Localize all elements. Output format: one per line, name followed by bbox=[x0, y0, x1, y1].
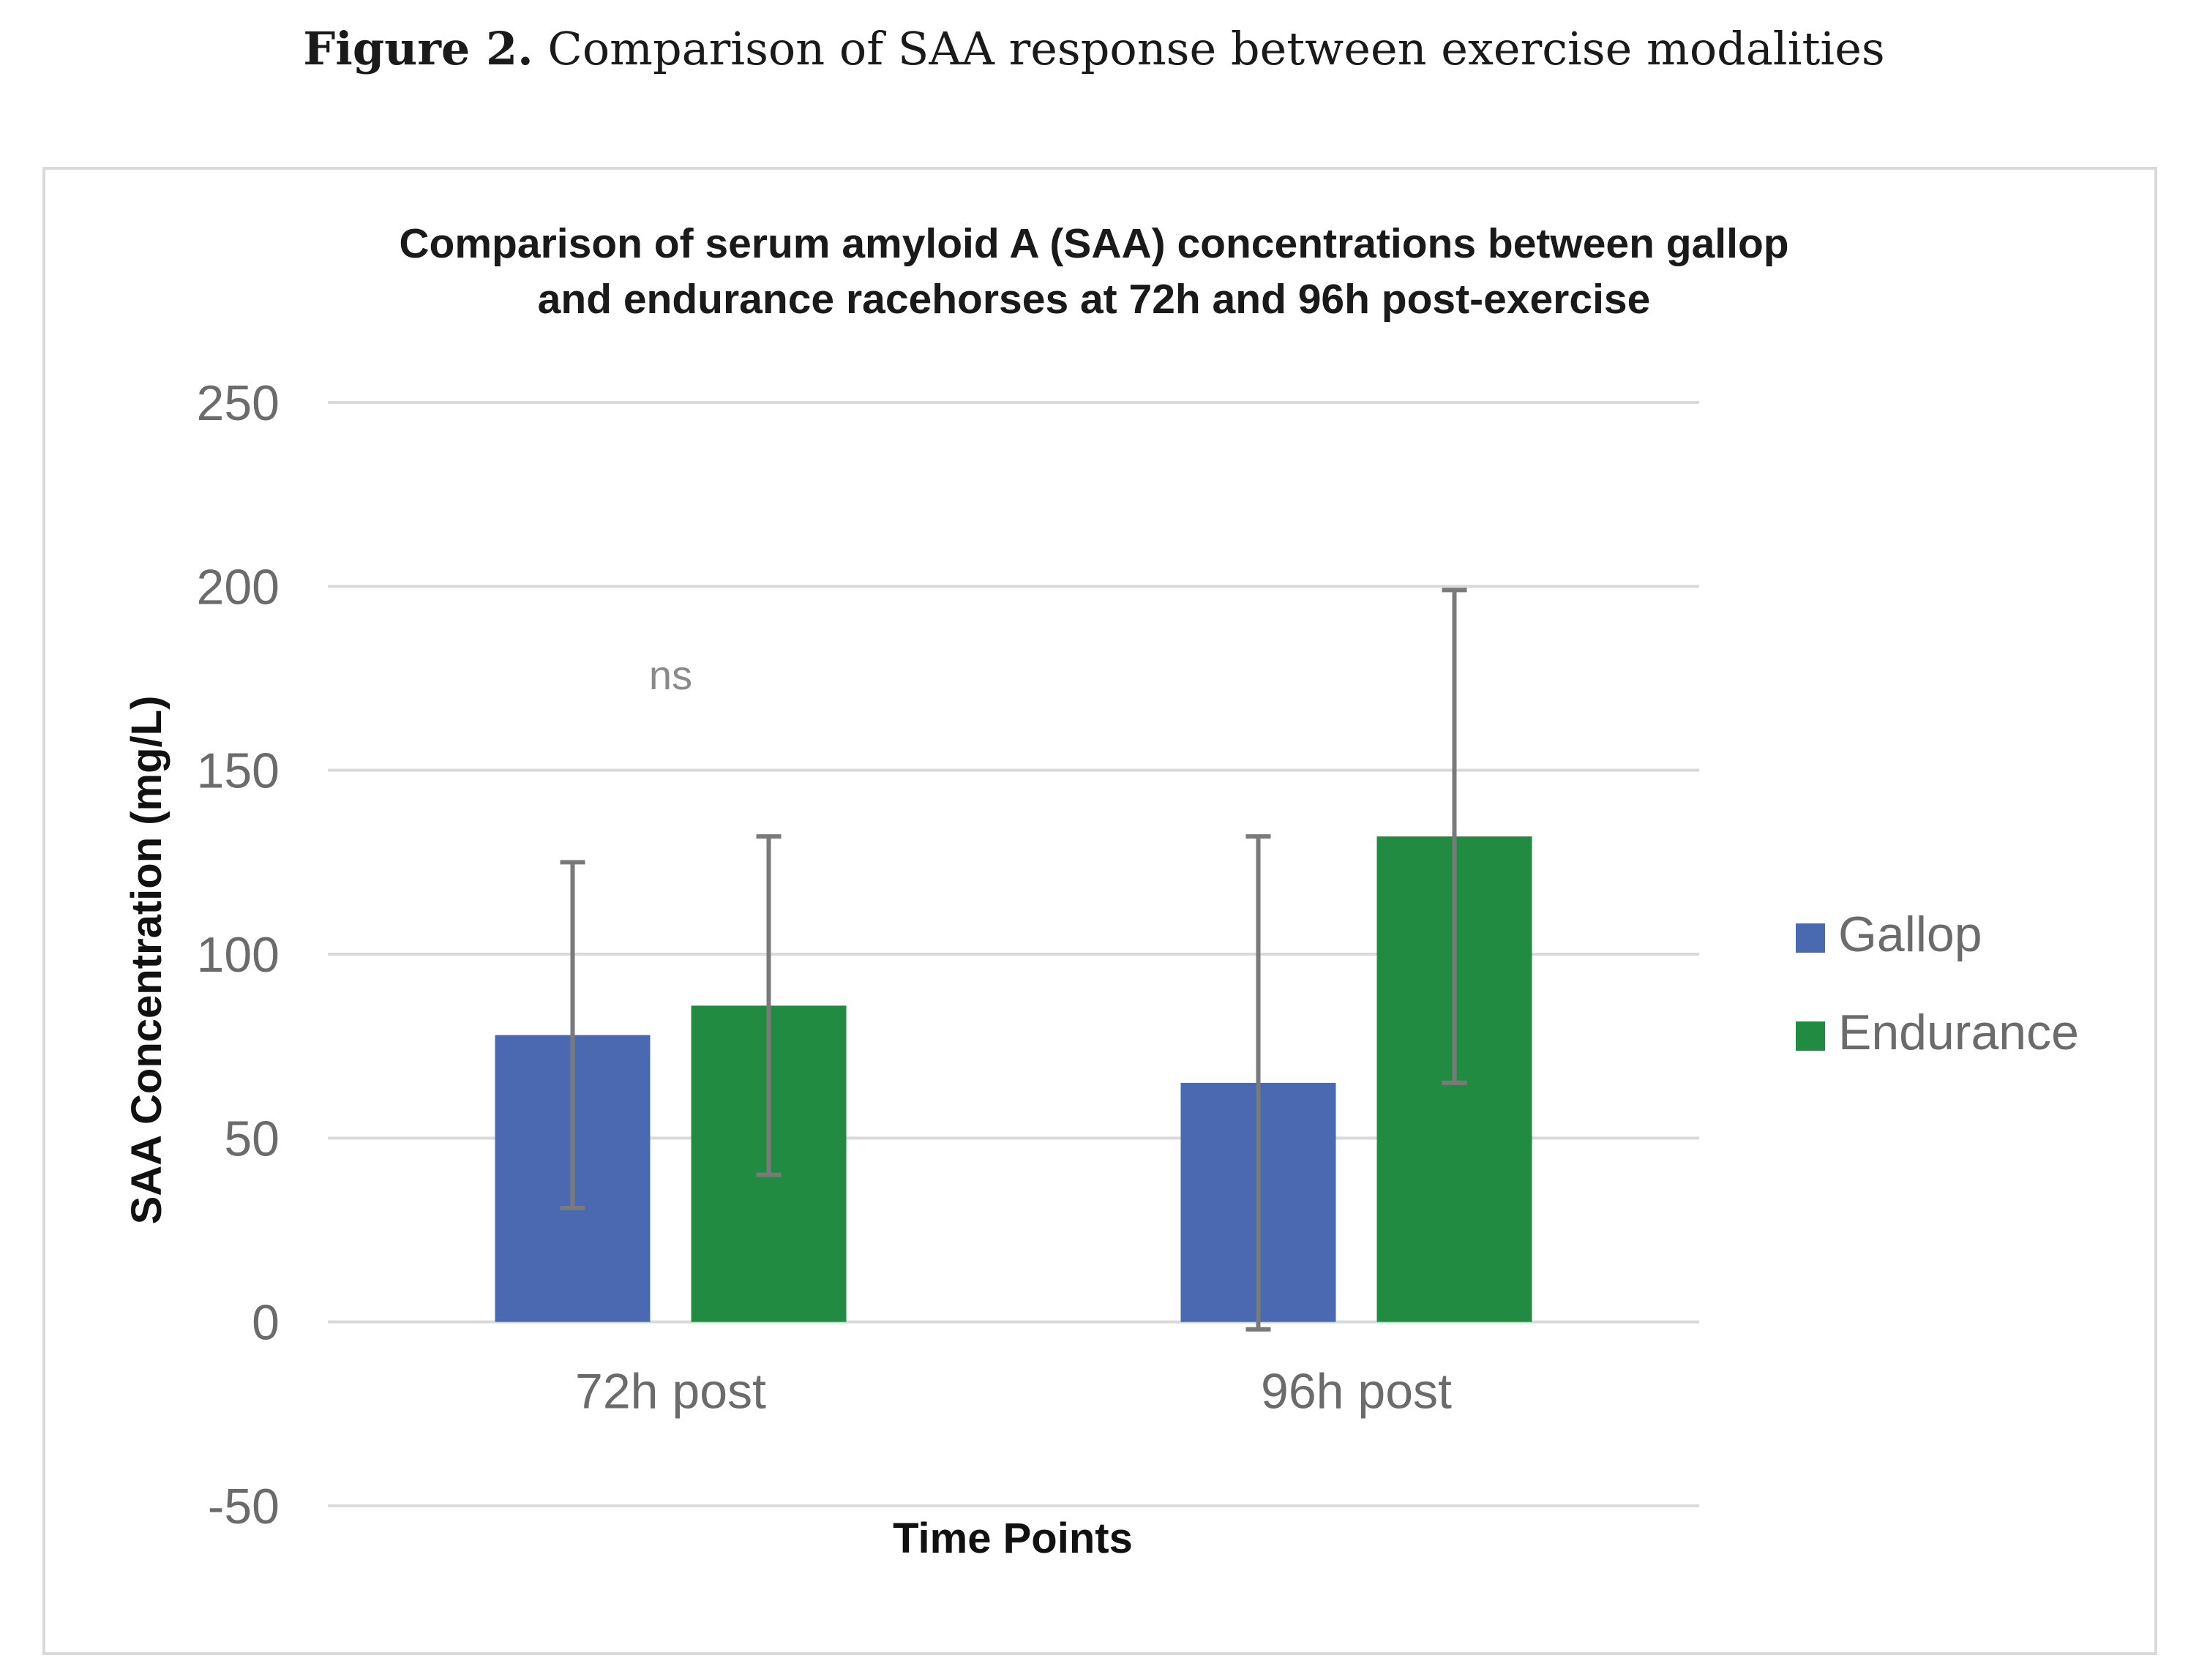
chart-title-line-2: and endurance racehorses at 72h and 96h … bbox=[538, 276, 1651, 323]
figure-label: Figure 2. bbox=[303, 22, 533, 75]
y-tick-label: 250 bbox=[197, 375, 280, 431]
x-axis-title: Time Points bbox=[893, 1515, 1133, 1562]
legend: Gallop Endurance bbox=[1796, 907, 2079, 1060]
chart-title-line-1: Comparison of serum amyloid A (SAA) conc… bbox=[399, 220, 1788, 267]
y-axis-title: SAA Concentration (mg/L) bbox=[123, 696, 171, 1225]
error-bars bbox=[560, 588, 1467, 1332]
y-tick-label: 50 bbox=[224, 1111, 280, 1166]
significance-label: ns bbox=[649, 652, 692, 698]
y-tick-label: 100 bbox=[197, 927, 280, 983]
figure-caption-text: Comparison of SAA response between exerc… bbox=[547, 22, 1885, 75]
annotations: ns bbox=[649, 652, 692, 698]
legend-swatch bbox=[1796, 923, 1825, 953]
x-tick-label: 96h post bbox=[1261, 1364, 1452, 1420]
legend-label: Gallop bbox=[1838, 907, 1982, 962]
bars bbox=[495, 836, 1532, 1322]
x-axis-ticks: 72h post 96h post bbox=[575, 1364, 1452, 1420]
legend-swatch bbox=[1796, 1021, 1825, 1051]
figure-caption: Figure 2. Comparison of SAA response bet… bbox=[0, 22, 2188, 75]
y-tick-label: -50 bbox=[208, 1479, 280, 1534]
y-axis-ticks: -50 0 50 100 150 200 250 bbox=[197, 375, 280, 1534]
legend-label: Endurance bbox=[1838, 1005, 2079, 1060]
x-tick-label: 72h post bbox=[575, 1364, 766, 1420]
y-tick-label: 200 bbox=[197, 559, 280, 615]
y-tick-label: 150 bbox=[197, 743, 280, 799]
chart-frame: Comparison of serum amyloid A (SAA) conc… bbox=[42, 167, 2157, 1655]
y-tick-label: 0 bbox=[252, 1295, 280, 1351]
chart-svg: Comparison of serum amyloid A (SAA) conc… bbox=[123, 220, 2079, 1562]
